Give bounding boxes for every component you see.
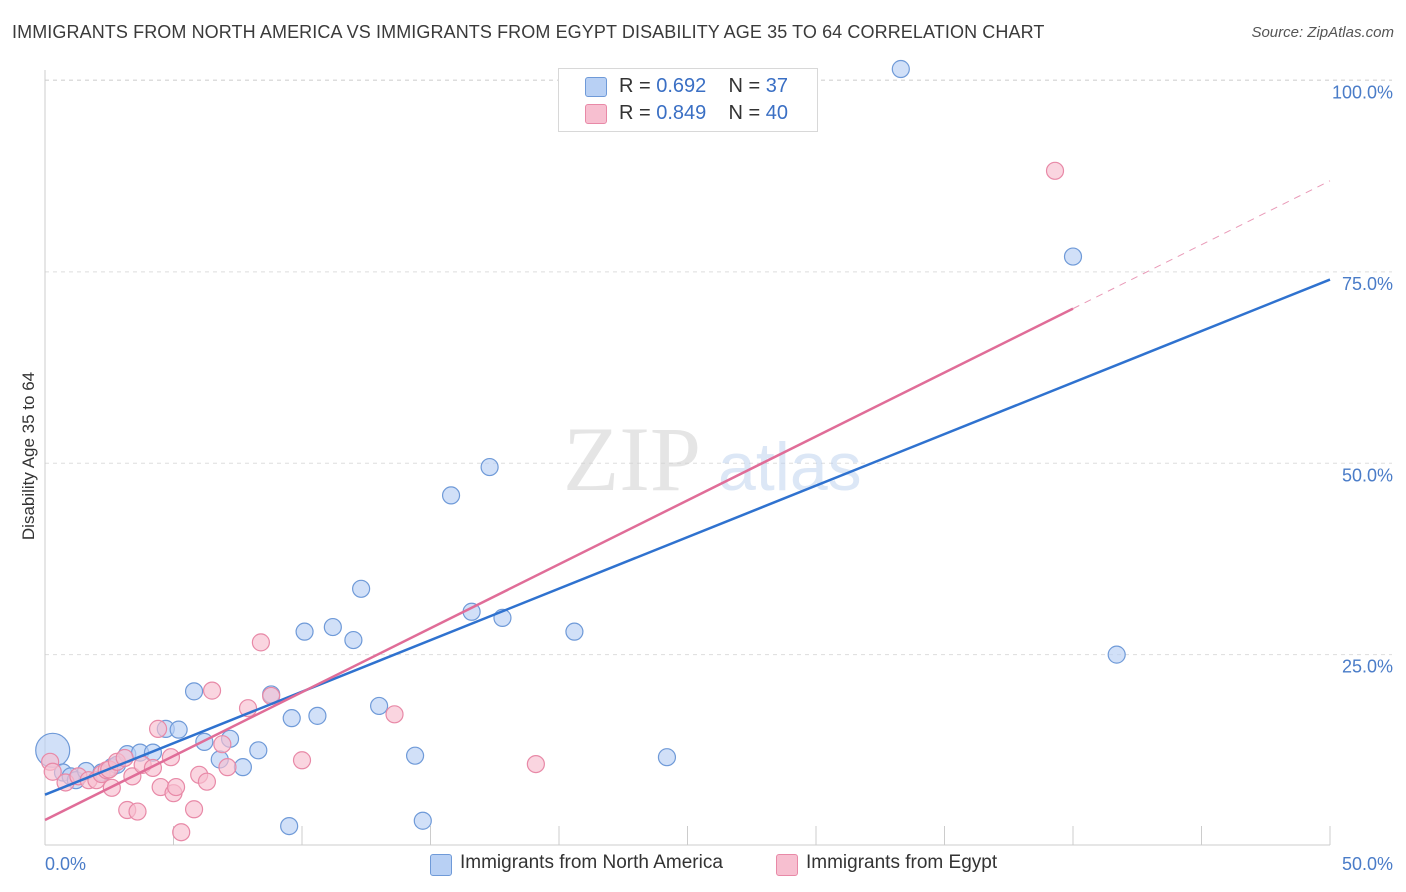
y-tick-label: 50.0% xyxy=(1342,465,1393,485)
legend-swatch-pink xyxy=(585,104,607,124)
legend-n-value-egypt: 40 xyxy=(765,102,789,124)
data-point-egypt xyxy=(213,735,232,754)
data-point-egypt xyxy=(184,800,204,819)
data-point-north-america xyxy=(249,741,268,760)
data-point-north-america xyxy=(1063,247,1083,266)
trend-line-egypt xyxy=(44,307,1074,822)
data-point-egypt xyxy=(292,751,312,770)
data-point-north-america xyxy=(169,720,188,739)
legend-r-label: R = xyxy=(619,75,651,97)
data-point-egypt xyxy=(43,762,62,781)
y-tick-label: 100.0% xyxy=(1332,83,1393,103)
data-point-north-america xyxy=(344,630,363,650)
data-point-north-america xyxy=(233,758,252,777)
x-tick-label-max: 50.0% xyxy=(1342,854,1393,874)
bottom-legend-label-north-america: Immigrants from North America xyxy=(460,852,723,873)
watermark-atlas: atlas xyxy=(718,429,862,505)
bottom-legend-swatch-blue xyxy=(430,854,452,876)
y-axis-title: Disability Age 35 to 64 xyxy=(19,372,38,540)
data-point-north-america xyxy=(565,622,584,641)
legend-box: R = 0.692 N = 37 R = 0.849 N = 40 xyxy=(558,68,818,132)
legend-swatch-blue xyxy=(585,77,607,97)
trend-line-extension-egypt xyxy=(1072,180,1331,310)
watermark: ZIP atlas xyxy=(563,408,862,510)
label-layer: 0.0% 50.0% Disability Age 35 to 64 25.0%… xyxy=(19,83,1393,875)
legend-r-value-north-america: 0.692 xyxy=(656,75,707,97)
legend-n-label: N = xyxy=(728,75,761,97)
points-layer xyxy=(35,59,1126,842)
grid-layer xyxy=(45,79,1392,656)
data-point-egypt xyxy=(197,772,217,791)
legend-text-north-america: R = 0.692 N = 37 xyxy=(619,75,788,98)
data-point-egypt xyxy=(202,681,222,700)
legend-r-value-egypt: 0.849 xyxy=(656,102,707,124)
trend-line-north-america xyxy=(44,278,1331,796)
chart-source: Source: ZipAtlas.com xyxy=(1251,24,1394,41)
legend-r-label: R = xyxy=(619,102,651,124)
y-tick-label: 75.0% xyxy=(1342,274,1393,294)
data-point-north-america xyxy=(323,617,342,637)
legend-text-egypt: R = 0.849 N = 40 xyxy=(619,102,788,125)
legend-n-label: N = xyxy=(728,102,761,124)
data-point-egypt xyxy=(251,633,270,652)
data-point-north-america xyxy=(441,486,461,505)
data-point-north-america xyxy=(352,579,371,598)
x-tick-label-min: 0.0% xyxy=(45,854,86,874)
chart-title: IMMIGRANTS FROM NORTH AMERICA VS IMMIGRA… xyxy=(12,22,1045,42)
data-point-egypt xyxy=(148,719,168,738)
data-point-north-america xyxy=(405,746,425,765)
data-point-egypt xyxy=(166,777,186,797)
data-point-egypt xyxy=(218,758,237,777)
data-point-egypt xyxy=(385,705,404,724)
axis-layer xyxy=(44,70,1331,846)
data-point-north-america xyxy=(657,748,677,767)
data-point-north-america xyxy=(1107,645,1126,664)
data-point-north-america xyxy=(184,682,204,701)
data-point-north-america xyxy=(282,709,301,728)
data-point-north-america xyxy=(891,59,910,79)
watermark-zip: ZIP xyxy=(563,408,701,510)
data-point-north-america xyxy=(280,816,299,836)
data-point-north-america xyxy=(308,706,327,725)
y-tick-label: 25.0% xyxy=(1342,657,1393,677)
data-point-egypt xyxy=(128,802,147,821)
data-point-egypt xyxy=(172,823,191,842)
data-point-north-america xyxy=(370,696,389,716)
data-point-egypt xyxy=(1045,161,1065,180)
legend-n-value-north-america: 37 xyxy=(765,75,789,97)
data-point-north-america xyxy=(413,811,432,830)
bottom-legend-swatch-pink xyxy=(776,854,798,876)
data-point-egypt xyxy=(526,754,545,774)
data-point-north-america xyxy=(480,457,499,477)
bottom-legend-label-egypt: Immigrants from Egypt xyxy=(806,852,998,873)
trend-layer xyxy=(44,180,1331,822)
data-point-north-america xyxy=(295,622,314,641)
